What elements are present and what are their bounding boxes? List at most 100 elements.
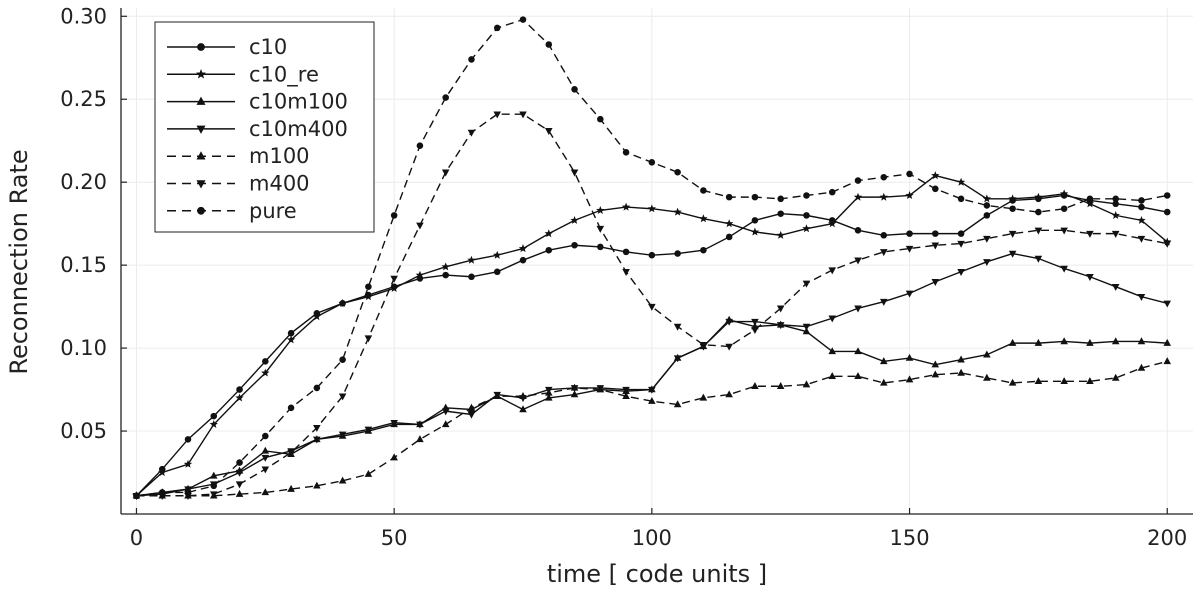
data-point <box>751 327 759 335</box>
data-point <box>957 240 965 248</box>
data-point <box>906 170 913 178</box>
legend-item-c10: c10 <box>167 35 287 59</box>
data-point <box>570 215 579 224</box>
legend-marker <box>196 151 206 160</box>
data-point <box>390 275 398 283</box>
data-point <box>1163 357 1172 365</box>
data-point <box>648 396 656 404</box>
data-point <box>519 256 527 264</box>
data-point <box>312 312 322 321</box>
data-point <box>493 250 502 259</box>
data-point <box>931 370 940 378</box>
data-point <box>596 225 605 233</box>
data-point <box>648 251 656 259</box>
data-point <box>931 279 940 286</box>
data-point <box>751 217 759 224</box>
data-point <box>905 191 914 200</box>
data-point <box>596 385 605 393</box>
data-point <box>983 202 991 209</box>
data-point <box>441 420 450 428</box>
data-point <box>1163 208 1171 216</box>
data-point <box>802 224 811 233</box>
data-point <box>1086 377 1094 385</box>
data-point <box>338 393 347 401</box>
legend: c10 c10_re c10m100 c10m400 m100 m400 pure <box>154 21 375 233</box>
data-point <box>932 230 939 237</box>
data-point <box>1059 189 1069 198</box>
data-point <box>442 271 449 279</box>
data-point <box>338 431 347 439</box>
x-tick-label: 150 <box>889 526 929 550</box>
data-point <box>1086 338 1094 346</box>
data-point <box>1008 230 1017 238</box>
data-point <box>209 420 218 428</box>
data-point <box>1060 205 1068 213</box>
data-point <box>261 488 270 496</box>
series-line-m100 <box>136 360 1168 497</box>
data-point <box>828 315 837 323</box>
data-point <box>364 426 373 434</box>
data-point <box>287 484 295 492</box>
legend-label: c10m100 <box>249 90 348 114</box>
data-point <box>983 259 991 267</box>
data-point <box>1137 337 1146 345</box>
data-point <box>982 194 992 203</box>
legend-marker <box>197 206 205 215</box>
data-point <box>493 268 501 276</box>
data-point <box>983 350 991 358</box>
data-point <box>905 245 914 253</box>
data-point <box>468 273 475 281</box>
data-point <box>1163 300 1172 308</box>
data-point <box>519 405 527 413</box>
legend-marker <box>196 180 206 189</box>
legend-box <box>154 21 375 233</box>
data-point <box>803 192 810 199</box>
data-point <box>1086 274 1094 281</box>
x-tick-label: 0 <box>130 526 143 550</box>
data-point <box>313 436 321 444</box>
data-point <box>931 242 940 250</box>
data-point <box>1060 377 1068 385</box>
legend-item-c10m400: c10m400 <box>167 117 348 141</box>
data-point <box>389 283 399 292</box>
data-point <box>544 128 553 135</box>
data-point <box>983 212 991 219</box>
data-point <box>699 393 708 401</box>
legend-label: c10_re <box>249 62 319 87</box>
data-point <box>597 115 604 123</box>
data-point <box>879 357 888 365</box>
data-point <box>210 482 218 490</box>
data-point <box>802 327 811 335</box>
y-tick-label: 0.05 <box>60 419 107 443</box>
legend-label: pure <box>249 199 297 223</box>
data-point <box>854 257 862 265</box>
data-point <box>776 382 785 389</box>
data-point <box>1060 265 1068 273</box>
data-point <box>1034 255 1043 263</box>
legend-label: c10 <box>249 35 287 59</box>
data-point <box>364 469 373 477</box>
data-point <box>493 111 502 119</box>
data-point <box>467 411 476 419</box>
data-point <box>262 432 269 440</box>
series-c10_re <box>132 171 1172 500</box>
data-point <box>390 453 398 461</box>
data-point <box>957 269 965 276</box>
data-point <box>828 372 837 380</box>
data-point <box>1111 337 1120 345</box>
data-point <box>1086 230 1094 238</box>
data-point <box>879 249 888 257</box>
data-point <box>879 192 888 201</box>
data-point <box>416 222 424 230</box>
data-point <box>776 305 785 313</box>
data-point <box>751 193 759 201</box>
data-point <box>776 322 785 330</box>
x-tick-label: 200 <box>1147 526 1187 550</box>
data-point <box>725 318 733 326</box>
data-point <box>313 384 321 392</box>
data-point <box>1111 283 1120 291</box>
legend-marker <box>196 96 206 105</box>
data-point <box>1163 240 1172 248</box>
data-point <box>1138 203 1145 211</box>
